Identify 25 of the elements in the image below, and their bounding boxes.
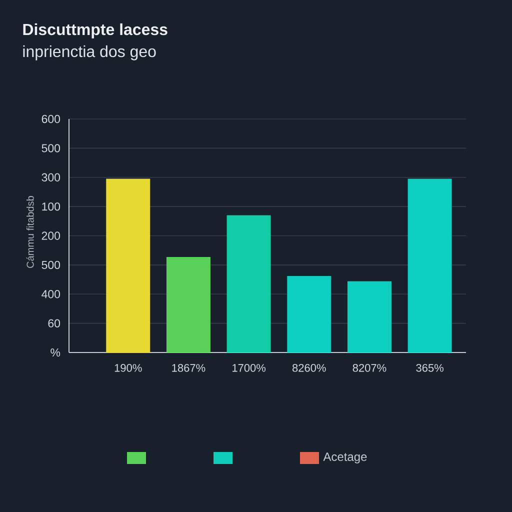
bar [287,276,332,352]
x-tick-label: 365% [416,364,444,372]
bar [226,215,271,352]
bar [408,178,452,352]
text: 300 [42,173,60,182]
chart-title: Discuttmpte lacess [23,23,168,38]
text: 400 [42,290,60,298]
chart-subtitle: inprienctia dos geo [23,45,156,60]
x-tick-label: 8207% [352,364,386,372]
x-tick-label: 190% [114,364,142,372]
bar [347,281,392,352]
text: 600 [42,114,60,124]
text: % [50,348,60,357]
text: 60 [48,319,60,328]
text: 100 [42,202,60,211]
bar [166,256,210,352]
legend-label: Acetage [323,452,367,464]
x-tick-label: 1867% [172,364,206,372]
text: 500 [42,144,60,152]
y-axis-title: Cámmu fitabdsb [26,196,34,268]
bar [106,178,150,352]
x-tick-label: 1700% [232,364,266,372]
text: 200 [42,232,60,240]
x-tick-label: 8260% [292,364,326,372]
text: 500 [42,260,60,270]
